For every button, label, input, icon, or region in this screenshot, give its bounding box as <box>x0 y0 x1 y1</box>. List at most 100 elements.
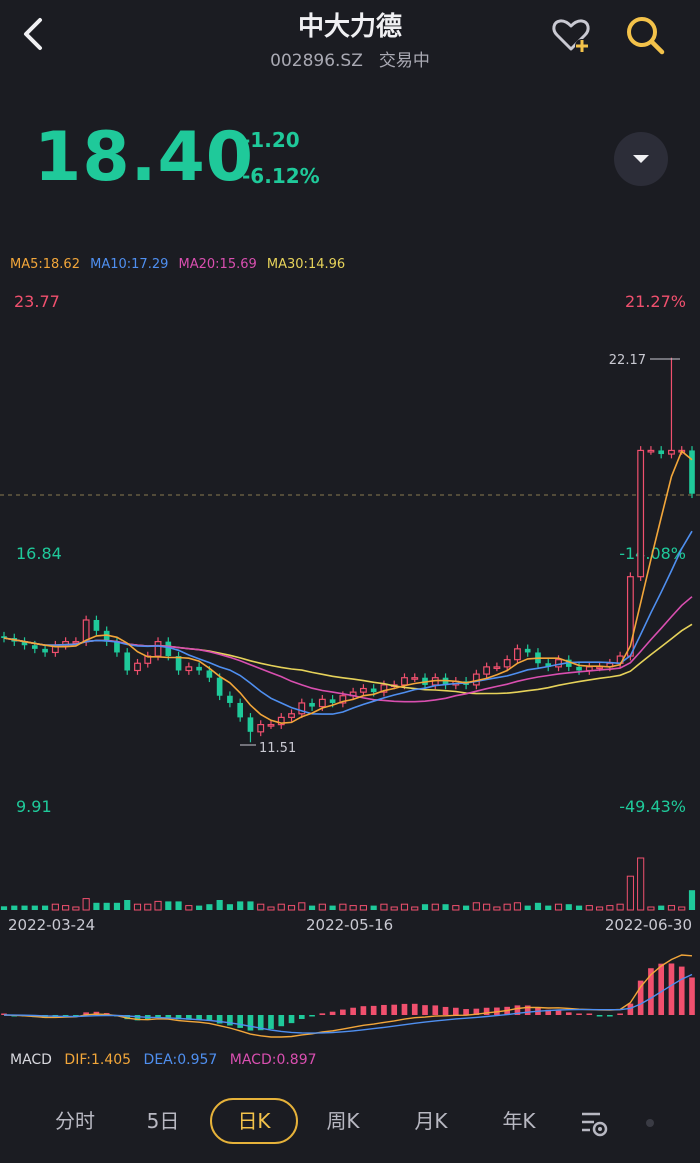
macd-bar <box>637 980 644 1015</box>
macd-value: MACD:0.897 <box>229 1052 317 1068</box>
kline-chart[interactable]: 22.17 11.51 <box>0 330 700 770</box>
volume-bar <box>349 905 357 911</box>
volume-bar <box>277 903 285 911</box>
volume-bar <box>226 904 233 910</box>
volume-bar <box>51 903 59 911</box>
volume-bar <box>524 905 531 910</box>
candle <box>93 619 100 631</box>
ma-legend: MA5:18.62 MA10:17.29 MA20:15.69 MA30:14.… <box>10 257 351 272</box>
macd-bar <box>227 1015 233 1026</box>
search-icon <box>627 17 665 55</box>
high-label: 22.17 <box>609 353 646 368</box>
candle <box>114 641 120 653</box>
ma20-value: MA20:15.69 <box>178 257 257 272</box>
volume-bar <box>463 905 470 910</box>
volume-bar <box>370 905 377 910</box>
volume-bar <box>62 905 70 911</box>
macd-bar <box>360 1006 367 1015</box>
volume-bar <box>503 903 511 911</box>
axis-mid-price: 16.84 <box>16 544 62 563</box>
candle <box>72 641 80 644</box>
dropdown-button[interactable] <box>614 132 668 186</box>
macd-bar <box>370 1005 377 1015</box>
volume-bar <box>483 903 491 911</box>
candle <box>175 656 182 671</box>
volume-bar <box>206 904 213 910</box>
candle <box>31 645 38 649</box>
search-button[interactable] <box>622 12 668 58</box>
back-button[interactable] <box>14 14 54 54</box>
volume-bar <box>133 903 142 911</box>
dif-value: DIF:1.405 <box>64 1052 132 1068</box>
macd-bar <box>329 1011 336 1015</box>
favorite-button[interactable] <box>548 12 594 58</box>
volume-bar <box>472 902 480 911</box>
candles <box>1 357 695 743</box>
volume-bars <box>0 857 696 911</box>
candle <box>370 688 377 693</box>
macd-bar <box>596 1015 603 1017</box>
macd-legend: MACD DIF:1.405 DEA:0.957 MACD:0.897 <box>10 1052 325 1068</box>
macd-bar <box>689 977 695 1015</box>
macd-bar <box>401 1003 408 1015</box>
tab-intraday[interactable]: 分时 <box>55 1109 95 1133</box>
macd-chart <box>1 954 695 1038</box>
macd-bar <box>524 1005 531 1015</box>
macd-bar <box>186 1015 192 1020</box>
current-price: 18.40 <box>34 118 255 197</box>
candle <box>134 662 141 672</box>
macd-bar <box>134 1015 141 1021</box>
ma20-line <box>3 596 693 703</box>
candle <box>503 659 511 668</box>
volume-bar <box>31 905 38 910</box>
volume-bar <box>185 905 193 911</box>
tab-yearly-k[interactable]: 年K <box>502 1109 536 1133</box>
macd-bar <box>586 1013 593 1015</box>
volume-bar <box>493 906 501 911</box>
volume-bar <box>442 904 449 910</box>
macd-bar <box>257 1015 264 1031</box>
volume-bar <box>329 905 336 910</box>
tab-daily-k[interactable]: 日K <box>210 1098 298 1144</box>
chart-settings-icon <box>582 1112 608 1136</box>
heart-plus-icon <box>552 19 590 53</box>
candle <box>1 636 7 639</box>
candle <box>359 687 367 693</box>
date-mid: 2022-05-16 <box>306 916 394 934</box>
macd-bar <box>576 1013 582 1015</box>
candle <box>411 677 419 680</box>
tab-weekly-k[interactable]: 周K <box>326 1109 360 1133</box>
candle <box>82 619 90 643</box>
chart-settings-button[interactable] <box>570 1098 616 1144</box>
candle <box>339 695 347 704</box>
volume-bar <box>400 903 409 911</box>
macd-bar <box>678 966 685 1015</box>
candle <box>576 666 582 671</box>
volume-bar <box>585 905 593 911</box>
macd-bar <box>483 1007 490 1015</box>
candle <box>216 677 223 696</box>
volume-bar <box>596 906 604 911</box>
volume-bar <box>667 905 676 911</box>
more-indicator <box>630 1098 670 1144</box>
macd-bar <box>452 1007 459 1015</box>
volume-bar <box>431 903 439 911</box>
volume-bar <box>165 901 172 910</box>
candle <box>298 702 306 715</box>
volume-bar <box>421 904 429 910</box>
candle <box>42 648 48 653</box>
macd-bar <box>442 1006 449 1015</box>
tab-5day[interactable]: 5日 <box>146 1109 180 1133</box>
macd-bar <box>555 1010 562 1015</box>
dot-icon <box>646 1118 654 1127</box>
volume-bar <box>124 900 131 910</box>
tab-monthly-k[interactable]: 月K <box>414 1109 448 1133</box>
macd-bar <box>1 1013 7 1015</box>
candle <box>267 724 275 727</box>
macd-bar <box>565 1012 572 1015</box>
volume-bar <box>257 903 265 911</box>
volume-bar <box>339 903 347 911</box>
low-label: 11.51 <box>259 741 296 756</box>
axis-bottom-price: 9.91 <box>16 797 52 816</box>
candle <box>637 449 645 578</box>
